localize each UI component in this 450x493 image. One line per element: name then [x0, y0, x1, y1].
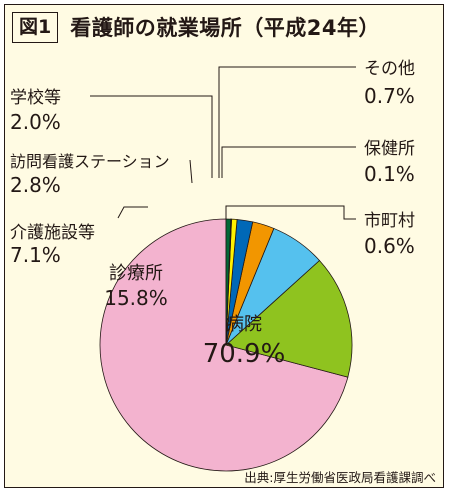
- pie-slice-0: [99, 218, 349, 472]
- slice-name-label-6: 保健所: [364, 139, 415, 159]
- slice-name-label-4: 学校等: [10, 88, 61, 108]
- pie-slice-1: [225, 259, 353, 378]
- slice-name-label-5: その他: [364, 59, 415, 79]
- slice-name-label-7: 市町村: [364, 211, 415, 231]
- slice-name-label-2: 介護施設等: [10, 223, 95, 243]
- slice-value-label-2: 7.1%: [10, 243, 61, 267]
- leader-line-2: [117, 206, 148, 219]
- slice-name-label-0: 病院: [226, 314, 262, 335]
- chart-title: 看護師の就業場所（平成24年）: [70, 16, 380, 40]
- slice-value-label-0: 70.9%: [203, 339, 286, 369]
- leader-line-7: [225, 205, 356, 220]
- slice-name-label-1: 診療所: [109, 263, 163, 284]
- slice-value-label-3: 2.8%: [10, 173, 61, 197]
- slice-value-label-5: 0.7%: [364, 84, 415, 108]
- leader-line-5: [218, 66, 356, 178]
- title-row: 図1 看護師の就業場所（平成24年）: [12, 8, 380, 46]
- leader-line-3: [189, 159, 193, 184]
- figure-label: 図1: [12, 11, 59, 43]
- slice-value-label-7: 0.6%: [364, 234, 415, 258]
- slice-value-label-6: 0.1%: [364, 162, 415, 186]
- leader-line-4: [90, 95, 213, 178]
- slice-value-label-1: 15.8%: [104, 286, 168, 310]
- slice-name-label-3: 訪問看護ステーション: [10, 152, 170, 171]
- slice-value-label-4: 2.0%: [10, 110, 61, 134]
- source-note: 出典:厚生労働省医政局看護課調べ: [244, 470, 436, 485]
- leader-line-6: [221, 146, 356, 178]
